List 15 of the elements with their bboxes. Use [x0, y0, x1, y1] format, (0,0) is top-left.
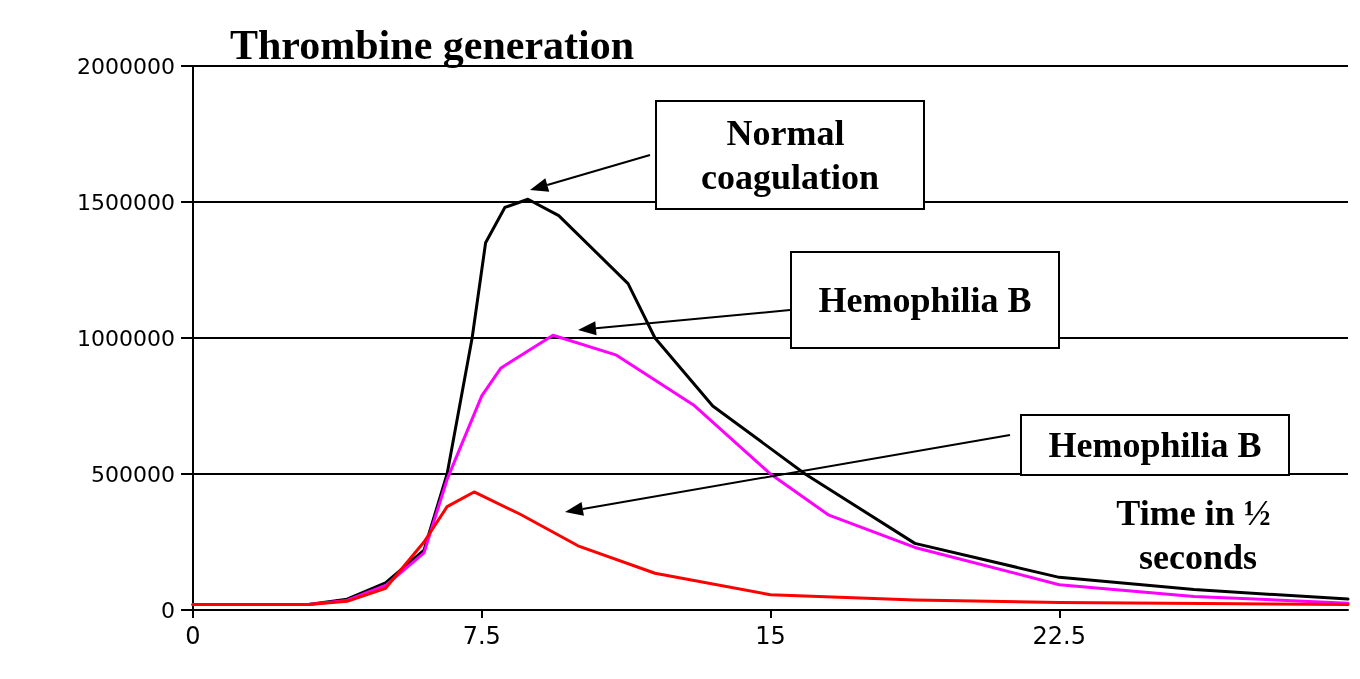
- line-series: [191, 490, 1350, 607]
- annotation: Hemophilia B: [1048, 425, 1262, 465]
- x-axis-title: Time in ½ seconds: [1116, 493, 1280, 577]
- x-tick-label: 15: [755, 622, 786, 650]
- y-tick-label: 0: [161, 597, 175, 623]
- annotation: Hemophilia B: [818, 280, 1032, 320]
- x-tick-label: 22.5: [1032, 622, 1086, 650]
- x-tick-label: 7.5: [462, 622, 501, 650]
- y-tick-label: 2000000: [77, 53, 175, 79]
- x-tick-label: 0: [185, 622, 201, 650]
- y-tick-label: 1500000: [77, 189, 175, 215]
- y-tick-label: 1000000: [77, 325, 175, 351]
- y-tick-label: 500000: [91, 461, 175, 487]
- annotation: Normal coagulation: [700, 113, 880, 197]
- chart-title: Thrombine generation: [230, 22, 635, 68]
